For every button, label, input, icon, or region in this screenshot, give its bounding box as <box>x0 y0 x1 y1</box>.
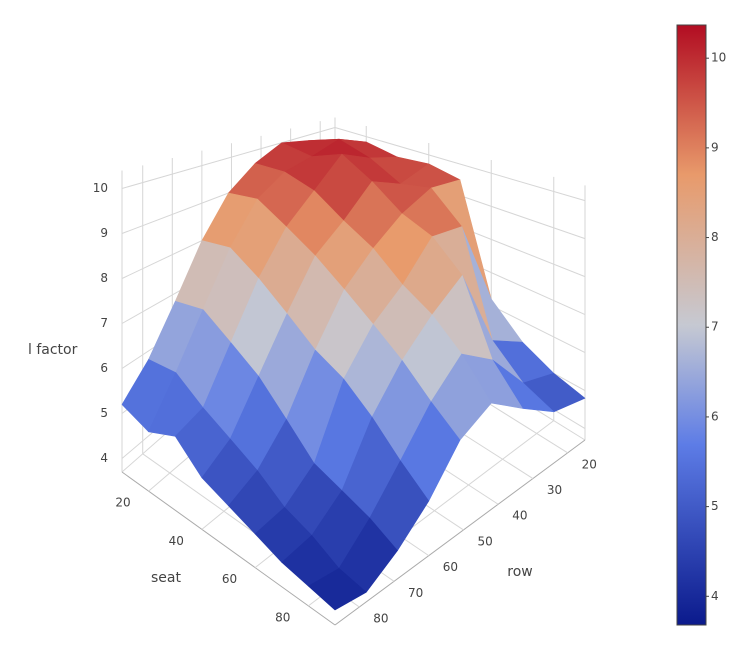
z-tick-label: 4 <box>100 451 108 465</box>
z-tick-label: 7 <box>100 316 108 330</box>
x-tick-label: 40 <box>169 534 184 548</box>
y-tick-label: 70 <box>408 586 423 600</box>
colorbar-tick-label: 7 <box>711 320 719 334</box>
grid-line <box>121 127 336 189</box>
surface <box>121 138 586 611</box>
y-tick-label: 50 <box>477 534 492 548</box>
y-tick-label: 30 <box>547 483 562 497</box>
x-tick-label: 80 <box>275 610 290 624</box>
colorbar-tick-label: 5 <box>711 499 719 513</box>
axis-edge <box>121 471 336 626</box>
axis-edge <box>334 439 586 626</box>
y-axis-title: row <box>507 564 532 580</box>
y-tick-label: 20 <box>582 457 597 471</box>
axis-labels: l factor seat row 4 5 6 7 8 9 10 20 40 60 80 20 30 40… <box>28 181 597 626</box>
surface-patch <box>308 568 367 611</box>
z-tick-label: 9 <box>100 226 108 240</box>
z-tick-label: 6 <box>100 361 108 375</box>
colorbar: 4 5 6 7 8 9 10 <box>676 24 726 626</box>
x-axis-title: seat <box>151 570 181 586</box>
y-tick-label: 40 <box>512 509 527 523</box>
y-tick-label: 80 <box>373 612 388 626</box>
z-tick-label: 10 <box>93 181 108 195</box>
grid-line <box>334 127 586 202</box>
y-tick-label: 60 <box>443 560 458 574</box>
z-tick-label: 8 <box>100 271 108 285</box>
colorbar-scale <box>676 24 707 626</box>
colorbar-tick-label: 4 <box>711 589 719 603</box>
x-tick-label: 60 <box>222 572 237 586</box>
colorbar-tick-label: 6 <box>711 409 719 423</box>
z-axis-title: l factor <box>28 342 78 358</box>
x-tick-label: 20 <box>115 496 130 510</box>
colorbar-tick-label: 9 <box>711 140 719 154</box>
colorbar-tick-label: 10 <box>711 51 726 65</box>
z-tick-label: 5 <box>100 406 108 420</box>
colorbar-tick-label: 8 <box>711 230 719 244</box>
